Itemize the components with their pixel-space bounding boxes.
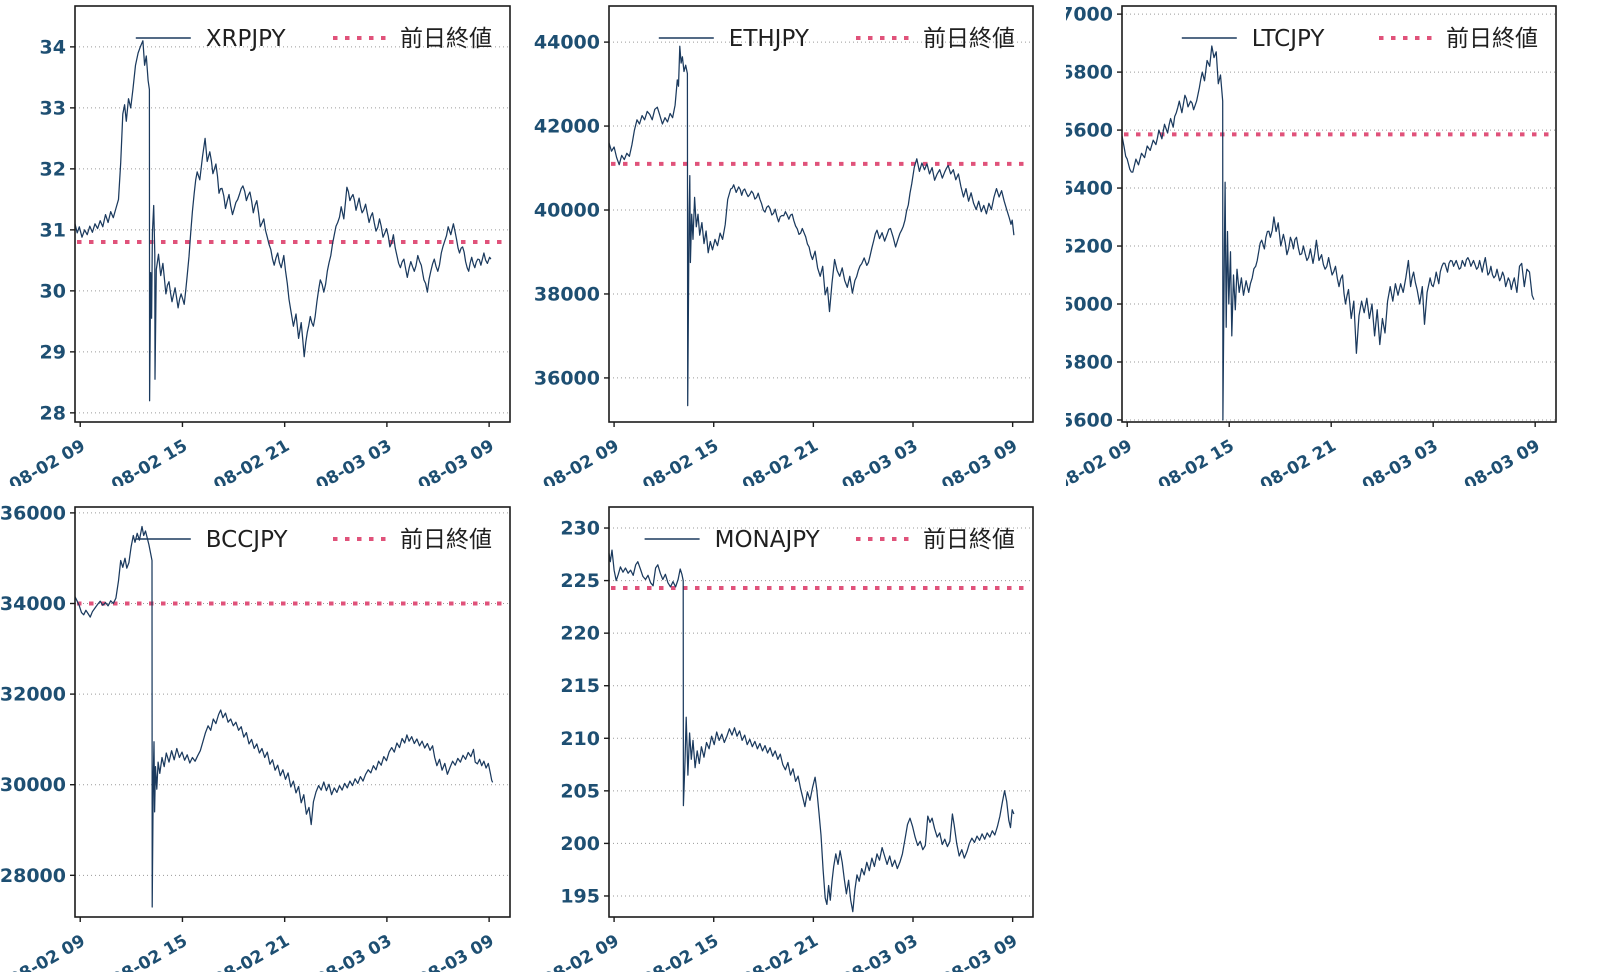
svg-text:31: 31 bbox=[40, 219, 66, 241]
svg-text:08-02 15: 08-02 15 bbox=[640, 436, 723, 486]
svg-text:前日終値: 前日終値 bbox=[400, 26, 492, 52]
svg-text:225: 225 bbox=[560, 570, 600, 592]
svg-text:08-02 15: 08-02 15 bbox=[640, 931, 723, 972]
svg-text:前日終値: 前日終値 bbox=[1446, 26, 1538, 52]
svg-text:08-02 21: 08-02 21 bbox=[210, 436, 293, 486]
svg-text:08-02 15: 08-02 15 bbox=[1155, 436, 1238, 486]
svg-text:32: 32 bbox=[40, 158, 66, 180]
svg-text:220: 220 bbox=[560, 623, 600, 645]
svg-text:34: 34 bbox=[40, 36, 66, 58]
svg-text:08-03 03: 08-03 03 bbox=[839, 436, 922, 486]
svg-text:6600: 6600 bbox=[1066, 120, 1113, 142]
svg-text:08-03 09: 08-03 09 bbox=[938, 436, 1021, 486]
svg-text:44000: 44000 bbox=[534, 32, 600, 54]
svg-text:08-03 09: 08-03 09 bbox=[938, 931, 1021, 972]
chart-monajpy: 195 200 205 210 215 220 225 230 08-02 09 08-02 15… bbox=[533, 486, 1066, 972]
svg-text:5800: 5800 bbox=[1066, 351, 1113, 373]
svg-text:08-02 09: 08-02 09 bbox=[6, 931, 89, 972]
svg-text:6000: 6000 bbox=[1066, 294, 1113, 316]
bccjpy-plot: 28000 30000 32000 34000 36000 08-02 09 08-02 1… bbox=[0, 502, 511, 972]
svg-text:42000: 42000 bbox=[534, 116, 600, 138]
svg-text:32000: 32000 bbox=[0, 684, 66, 706]
svg-text:08-02 15: 08-02 15 bbox=[108, 931, 191, 972]
svg-text:40000: 40000 bbox=[534, 200, 600, 222]
svg-text:前日終値: 前日終値 bbox=[923, 527, 1015, 553]
svg-text:30: 30 bbox=[40, 280, 66, 302]
svg-text:08-02 09: 08-02 09 bbox=[1066, 436, 1136, 486]
svg-text:6800: 6800 bbox=[1066, 62, 1113, 84]
svg-text:38000: 38000 bbox=[534, 283, 600, 305]
monajpy-plot: 195 200 205 210 215 220 225 230 08-02 09 08-02 15… bbox=[540, 506, 1034, 972]
svg-text:08-02 21: 08-02 21 bbox=[210, 931, 293, 972]
chart-ethjpy: 36000 38000 40000 42000 44000 08-02 09 08-02 1… bbox=[533, 0, 1066, 486]
svg-text:5600: 5600 bbox=[1066, 409, 1113, 431]
svg-text:200: 200 bbox=[560, 833, 600, 855]
chart-bccjpy: 28000 30000 32000 34000 36000 08-02 09 08-02 1… bbox=[0, 486, 533, 972]
svg-text:30000: 30000 bbox=[0, 774, 66, 796]
svg-text:前日終値: 前日終値 bbox=[400, 527, 492, 553]
svg-text:08-02 21: 08-02 21 bbox=[739, 436, 822, 486]
svg-text:08-02 09: 08-02 09 bbox=[540, 931, 623, 972]
svg-text:08-03 03: 08-03 03 bbox=[313, 931, 396, 972]
svg-text:BCCJPY: BCCJPY bbox=[206, 527, 289, 553]
svg-text:前日終値: 前日終値 bbox=[923, 26, 1015, 52]
svg-text:6200: 6200 bbox=[1066, 236, 1113, 258]
svg-text:195: 195 bbox=[560, 885, 600, 907]
svg-text:28: 28 bbox=[40, 402, 66, 424]
svg-text:230: 230 bbox=[560, 518, 600, 540]
svg-text:7000: 7000 bbox=[1066, 4, 1113, 26]
svg-text:29: 29 bbox=[40, 341, 66, 363]
svg-text:08-03 09: 08-03 09 bbox=[1461, 436, 1544, 486]
svg-text:08-03 03: 08-03 03 bbox=[313, 436, 396, 486]
svg-text:08-02 15: 08-02 15 bbox=[108, 436, 191, 486]
svg-text:28000: 28000 bbox=[0, 865, 66, 887]
svg-text:215: 215 bbox=[560, 675, 600, 697]
xrpjpy-plot: 28 29 30 31 32 33 34 08-02 09 08-02 15 08-02 21 08… bbox=[6, 5, 511, 486]
svg-text:36000: 36000 bbox=[0, 502, 66, 524]
svg-text:08-03 09: 08-03 09 bbox=[415, 436, 498, 486]
svg-text:34000: 34000 bbox=[0, 593, 66, 615]
svg-text:08-02 21: 08-02 21 bbox=[739, 931, 822, 972]
svg-text:08-02 21: 08-02 21 bbox=[1257, 436, 1340, 486]
svg-text:08-03 03: 08-03 03 bbox=[839, 931, 922, 972]
svg-text:210: 210 bbox=[560, 728, 600, 750]
ltcjpy-plot: 5600 5800 6000 6200 6400 6600 6800 7000 08-02 09… bbox=[1066, 4, 1557, 486]
ethjpy-plot: 36000 38000 40000 42000 44000 08-02 09 08-02 1… bbox=[534, 5, 1034, 486]
svg-text:08-02 09: 08-02 09 bbox=[6, 436, 89, 486]
svg-text:36000: 36000 bbox=[534, 367, 600, 389]
svg-text:08-03 09: 08-03 09 bbox=[415, 931, 498, 972]
svg-text:08-03 03: 08-03 03 bbox=[1359, 436, 1442, 486]
svg-text:6400: 6400 bbox=[1066, 178, 1113, 200]
svg-text:33: 33 bbox=[40, 97, 66, 119]
chart-xrpjpy: 28 29 30 31 32 33 34 08-02 09 08-02 15 08-02 21 08… bbox=[0, 0, 533, 486]
svg-text:ETHJPY: ETHJPY bbox=[729, 26, 810, 52]
svg-text:MONAJPY: MONAJPY bbox=[715, 527, 821, 553]
svg-text:LTCJPY: LTCJPY bbox=[1252, 26, 1326, 52]
svg-text:XRPJPY: XRPJPY bbox=[206, 26, 287, 52]
svg-text:205: 205 bbox=[560, 780, 600, 802]
chart-ltcjpy: 5600 5800 6000 6200 6400 6600 6800 7000 08-02 09… bbox=[1066, 0, 1600, 486]
svg-text:08-02 09: 08-02 09 bbox=[540, 436, 623, 486]
